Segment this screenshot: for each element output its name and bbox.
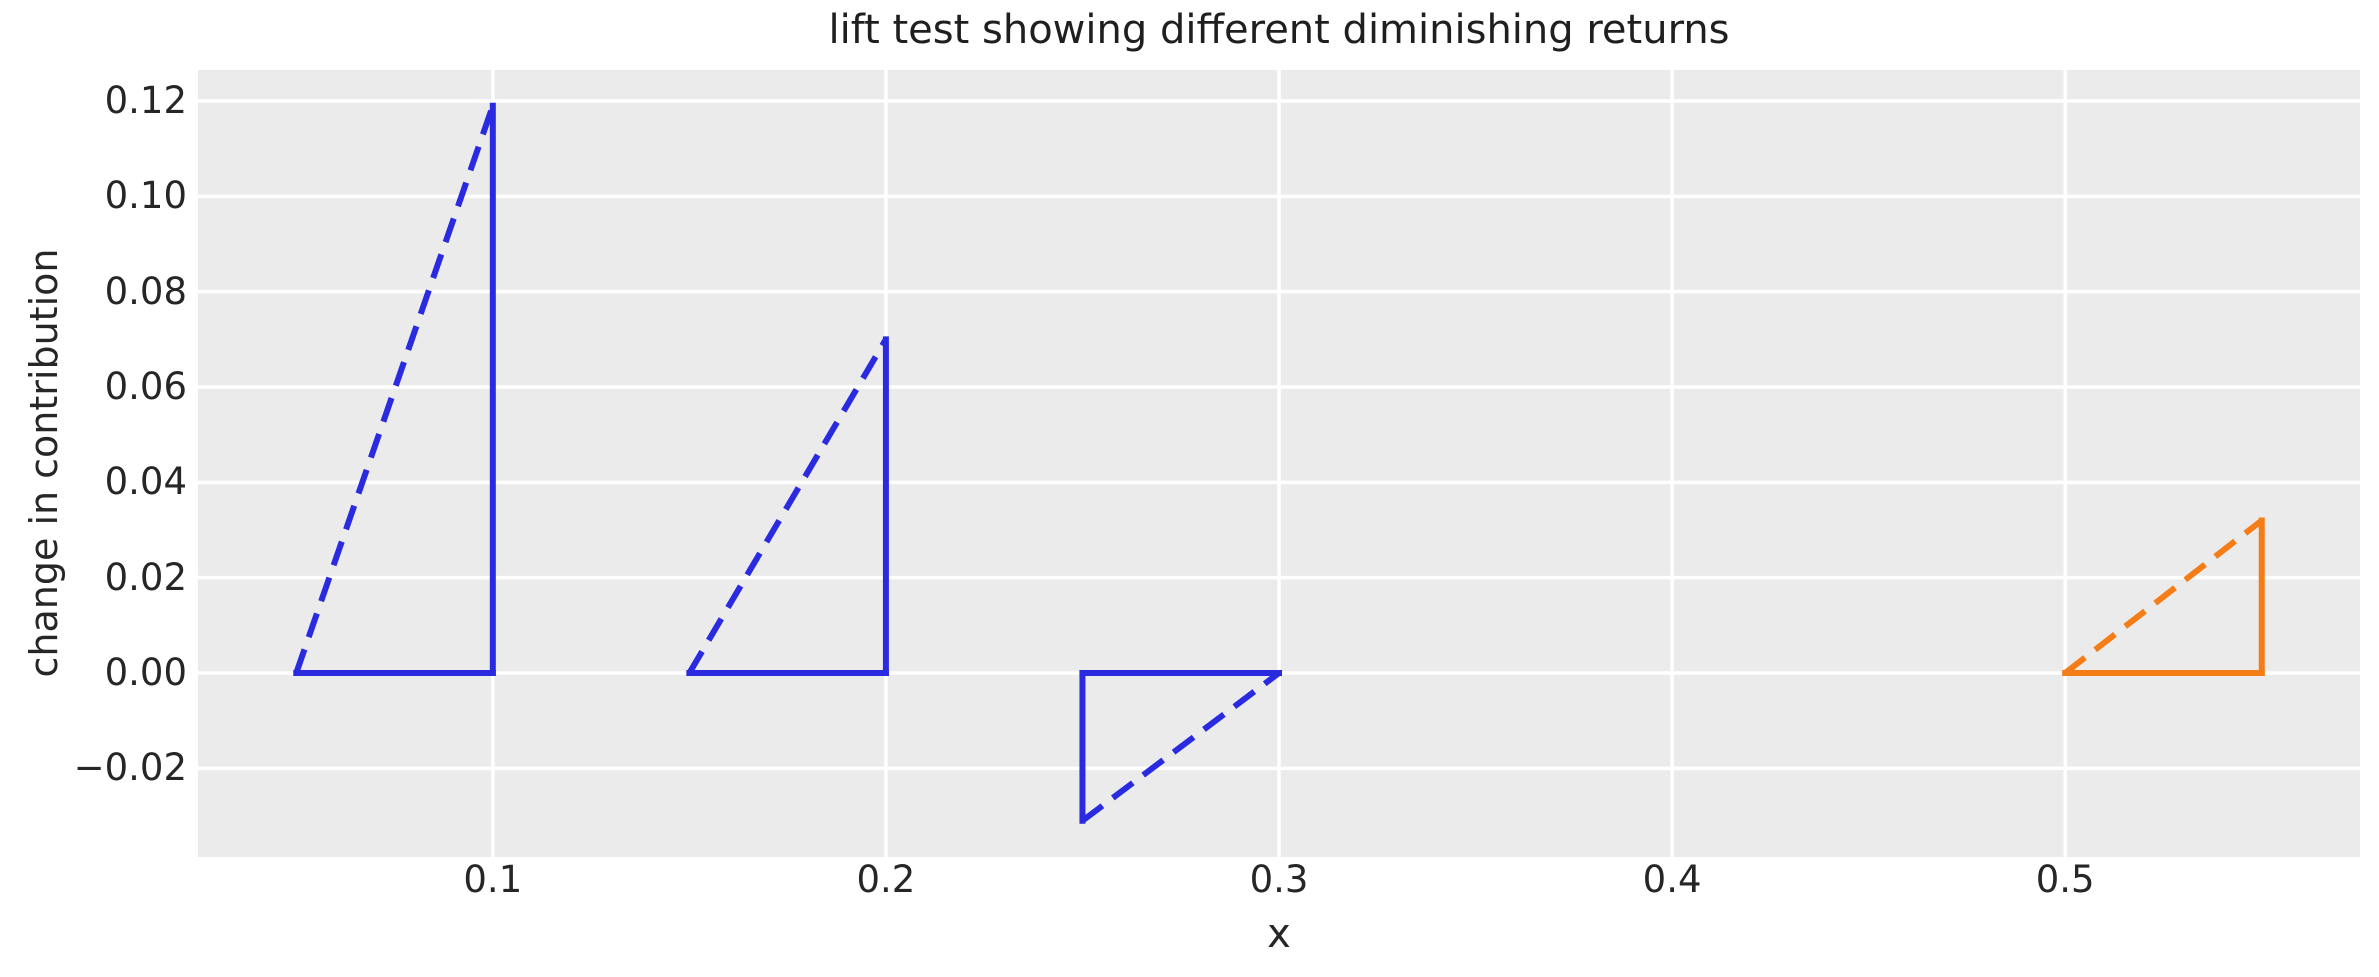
y-tick-label-0.12: 0.12 [104,78,187,122]
x-tick-label-0.5: 0.5 [2035,858,2095,901]
triangle-lift-3-hypotenuse [1080,670,1281,824]
y-tick-label-0.00: 0.00 [104,651,187,694]
x-tick-label-0.3: 0.3 [1249,858,1309,901]
x-axis-label: x [1267,911,1291,957]
triangle-lift-1-hypotenuse [293,104,496,674]
triangle-lift-4-hypotenuse [2063,518,2264,676]
triangle-lift-2-hypotenuse [686,337,889,675]
y-tick-label-0.02: 0.02 [104,555,187,599]
y-tick-label-0.10: 0.10 [104,174,187,218]
x-tick-label-0.1: 0.1 [463,858,523,901]
y-tick-label-0.08: 0.08 [104,269,187,313]
x-tick-label-0.4: 0.4 [1642,858,1702,901]
y-tick-label-−0.02: −0.02 [73,746,187,790]
x-tick-label-0.2: 0.2 [856,858,916,901]
y-tick-label-0.04: 0.04 [104,460,187,504]
chart-title: lift test showing different diminishing … [828,7,1730,53]
y-tick-label-0.06: 0.06 [104,364,187,408]
